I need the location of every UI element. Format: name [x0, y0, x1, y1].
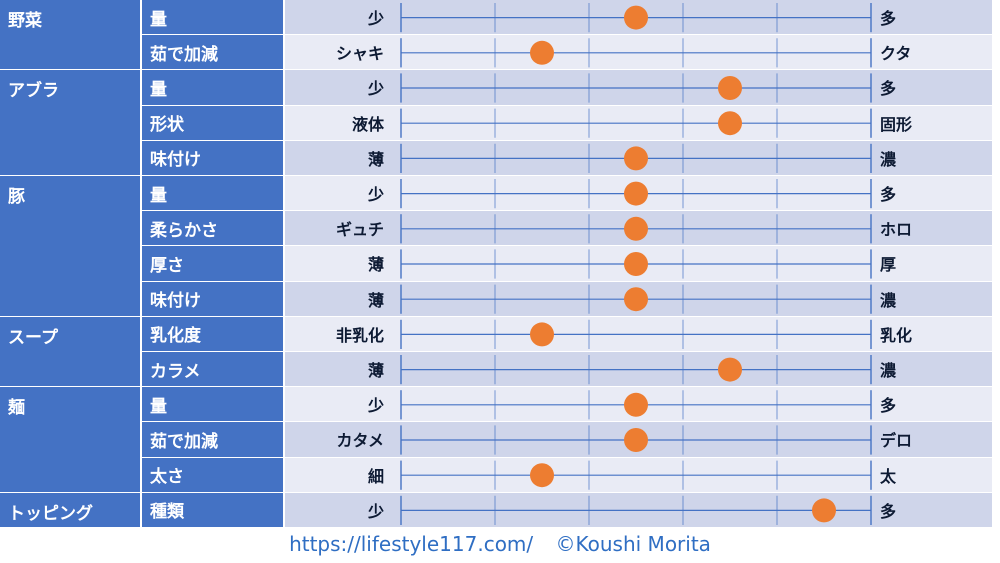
category-cell: 麺 [0, 387, 141, 493]
category-cell: 豚 [0, 176, 141, 317]
high-label: 濃 [880, 361, 897, 381]
attribute-cell: 量 [142, 70, 284, 106]
attribute-cell: 種類 [142, 492, 284, 528]
low-label: 少 [367, 396, 384, 416]
low-label: 少 [367, 9, 384, 29]
attribute-cell: カラメ [142, 352, 284, 388]
category-cell: スープ [0, 316, 141, 388]
category-cell: 野菜 [0, 0, 141, 71]
low-label: 薄 [367, 149, 384, 169]
high-label: 乳化 [880, 325, 913, 345]
high-label: 多 [880, 185, 897, 205]
scale-row: シャキ クタ [285, 35, 992, 71]
high-label: 厚 [880, 255, 897, 275]
footer: https://lifestyle117.com/ ©Koushi Morita [0, 532, 1000, 556]
low-label: 薄 [367, 290, 384, 310]
high-label: 多 [880, 79, 897, 99]
scale-row: 少多 [285, 70, 992, 106]
attribute-cell: 茹で加減 [142, 35, 284, 71]
low-label: ギュチ [335, 220, 384, 240]
scale-row: 少多 [285, 176, 992, 212]
high-label: クタ [880, 44, 912, 64]
footer-credit: ©Koushi Morita [555, 532, 711, 556]
high-label: 濃 [880, 290, 897, 310]
category-cell: アブラ [0, 70, 141, 176]
attribute-cell: 乳化度 [142, 316, 284, 352]
scale-row: 少多 [285, 492, 992, 528]
high-label: デロ [880, 431, 913, 451]
scale-row: 薄濃 [285, 281, 992, 317]
scale-row: 薄濃 [285, 352, 992, 388]
high-label: 固形 [880, 114, 913, 134]
low-label: 液体 [351, 114, 384, 134]
scale-row: 細太 [285, 457, 992, 493]
low-label: 非乳化 [335, 325, 384, 345]
scale-row: 少多 [285, 0, 992, 36]
low-label: 少 [367, 501, 384, 521]
low-label: 細 [367, 466, 384, 486]
high-label: 多 [880, 501, 897, 521]
scale-row: カタメ デロ [285, 422, 992, 458]
high-label: 多 [880, 9, 897, 29]
high-label: ホロ [880, 220, 913, 240]
attribute-cell: 厚さ [142, 246, 284, 282]
scale-row: 液体 固形 [285, 105, 992, 141]
scale-row: 薄厚 [285, 246, 992, 282]
low-label: 少 [367, 185, 384, 205]
low-label: 少 [367, 79, 384, 99]
attribute-cell: 味付け [142, 140, 284, 176]
category-cell: トッピング [0, 492, 141, 528]
attribute-cell: 柔らかさ [142, 211, 284, 247]
high-label: 太 [880, 466, 897, 486]
attribute-cell: 味付け [142, 281, 284, 317]
attribute-cell: 量 [142, 0, 284, 36]
low-label: シャキ [335, 44, 384, 64]
scale-row: 非乳化 乳化 [285, 316, 992, 352]
low-label: 薄 [367, 255, 384, 275]
scale-row: 薄濃 [285, 140, 992, 176]
scale-row: ギュチ ホロ [285, 211, 992, 247]
attribute-cell: 量 [142, 176, 284, 212]
footer-url[interactable]: https://lifestyle117.com/ [289, 532, 534, 556]
attribute-cell: 量 [142, 387, 284, 423]
attribute-cell: 茹で加減 [142, 422, 284, 458]
high-label: 多 [880, 396, 897, 416]
attribute-cell: 太さ [142, 457, 284, 493]
low-label: 薄 [367, 361, 384, 381]
scale-row: 少多 [285, 387, 992, 423]
attribute-cell: 形状 [142, 105, 284, 141]
low-label: カタメ [336, 431, 384, 451]
high-label: 濃 [880, 149, 897, 169]
